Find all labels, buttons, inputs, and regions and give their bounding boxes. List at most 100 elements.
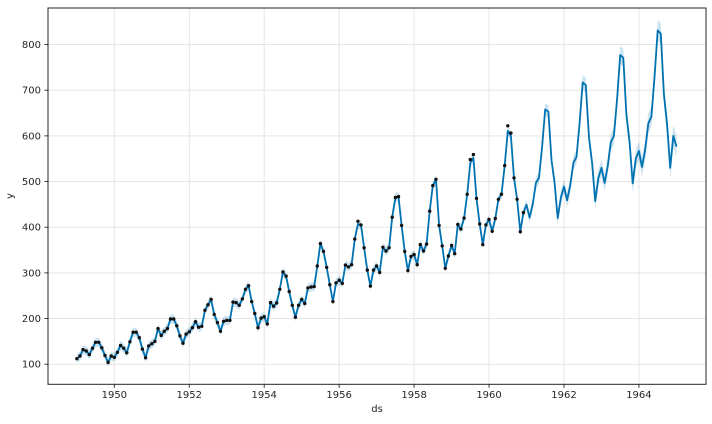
- observed-point: [459, 227, 463, 231]
- observed-point: [137, 336, 141, 340]
- observed-point: [150, 342, 154, 346]
- observed-point: [490, 229, 494, 233]
- observed-point: [368, 284, 373, 288]
- observed-point: [215, 320, 220, 325]
- observed-point: [428, 209, 432, 213]
- observed-point: [509, 131, 513, 135]
- observed-point: [353, 237, 357, 241]
- x-tick-label: 1956: [326, 390, 351, 401]
- observed-point: [221, 319, 226, 323]
- observed-point: [521, 210, 526, 215]
- observed-point: [384, 249, 388, 253]
- observed-point: [293, 315, 298, 319]
- observed-point: [399, 223, 404, 228]
- observed-point: [200, 324, 204, 328]
- observed-point: [162, 329, 166, 333]
- observed-point: [209, 297, 213, 302]
- observed-point: [253, 311, 257, 316]
- y-tick-label: 800: [22, 40, 41, 51]
- observed-point: [481, 242, 485, 247]
- observed-point: [196, 325, 201, 329]
- observed-point: [118, 343, 123, 348]
- observed-point: [259, 316, 263, 320]
- observed-point: [440, 244, 444, 248]
- observed-point: [134, 330, 138, 334]
- observed-point: [184, 332, 188, 336]
- observed-point: [503, 163, 507, 168]
- observed-point: [231, 300, 235, 304]
- observed-point: [97, 340, 101, 344]
- observed-point: [109, 354, 113, 358]
- observed-point: [340, 281, 344, 286]
- observed-point: [393, 195, 398, 200]
- observed-point: [496, 197, 501, 201]
- observed-point: [499, 192, 504, 196]
- x-tick-label: 1954: [251, 390, 276, 401]
- observed-point: [159, 333, 163, 338]
- observed-point: [268, 300, 273, 305]
- observed-point: [278, 287, 282, 291]
- observed-point: [374, 264, 379, 268]
- observed-point: [125, 351, 129, 355]
- observed-point: [131, 330, 135, 334]
- observed-point: [262, 315, 266, 319]
- observed-point: [518, 230, 522, 234]
- x-tick-label: 1962: [551, 390, 576, 401]
- observed-point: [103, 353, 107, 358]
- observed-point: [168, 317, 173, 321]
- observed-point: [93, 340, 98, 344]
- y-tick-label: 300: [22, 268, 41, 279]
- observed-point: [474, 196, 479, 201]
- observed-point: [203, 308, 207, 312]
- observed-point: [175, 324, 179, 328]
- observed-point: [424, 242, 429, 246]
- observed-point: [453, 252, 457, 256]
- observed-point: [206, 303, 210, 307]
- observed-point: [90, 346, 95, 350]
- observed-point: [128, 340, 132, 344]
- observed-point: [487, 217, 491, 222]
- y-tick-label: 200: [22, 314, 41, 325]
- observed-point: [193, 320, 198, 324]
- observed-point: [246, 284, 251, 288]
- observed-point: [331, 299, 335, 304]
- observed-point: [365, 268, 369, 272]
- observed-point: [178, 334, 182, 338]
- observed-point: [106, 360, 110, 365]
- observed-point: [328, 283, 332, 287]
- observed-point: [362, 246, 366, 250]
- observed-point: [271, 304, 276, 308]
- observed-point: [346, 265, 351, 269]
- observed-point: [515, 197, 519, 201]
- observed-point: [112, 355, 117, 360]
- observed-point: [343, 263, 348, 267]
- observed-point: [275, 301, 279, 305]
- observed-point: [190, 326, 195, 330]
- y-axis-label: y: [5, 193, 16, 199]
- observed-point: [156, 326, 160, 331]
- observed-point: [234, 300, 238, 305]
- observed-point: [462, 216, 466, 220]
- observed-point: [471, 152, 476, 157]
- observed-point: [287, 289, 291, 294]
- observed-point: [349, 263, 354, 267]
- x-tick-label: 1950: [102, 390, 127, 401]
- observed-point: [512, 176, 516, 180]
- observed-point: [387, 246, 391, 250]
- observed-point: [78, 354, 82, 358]
- observed-point: [115, 350, 120, 354]
- y-tick-label: 700: [22, 86, 41, 97]
- observed-point: [321, 249, 326, 254]
- observed-point: [122, 346, 126, 350]
- observed-point: [309, 285, 313, 289]
- observed-point: [140, 347, 145, 351]
- observed-point: [147, 344, 151, 348]
- observed-point: [403, 249, 407, 254]
- observed-point: [306, 286, 310, 290]
- observed-point: [359, 223, 363, 227]
- observed-point: [406, 268, 410, 273]
- observed-point: [378, 270, 382, 275]
- observed-point: [284, 274, 288, 278]
- observed-point: [143, 356, 148, 360]
